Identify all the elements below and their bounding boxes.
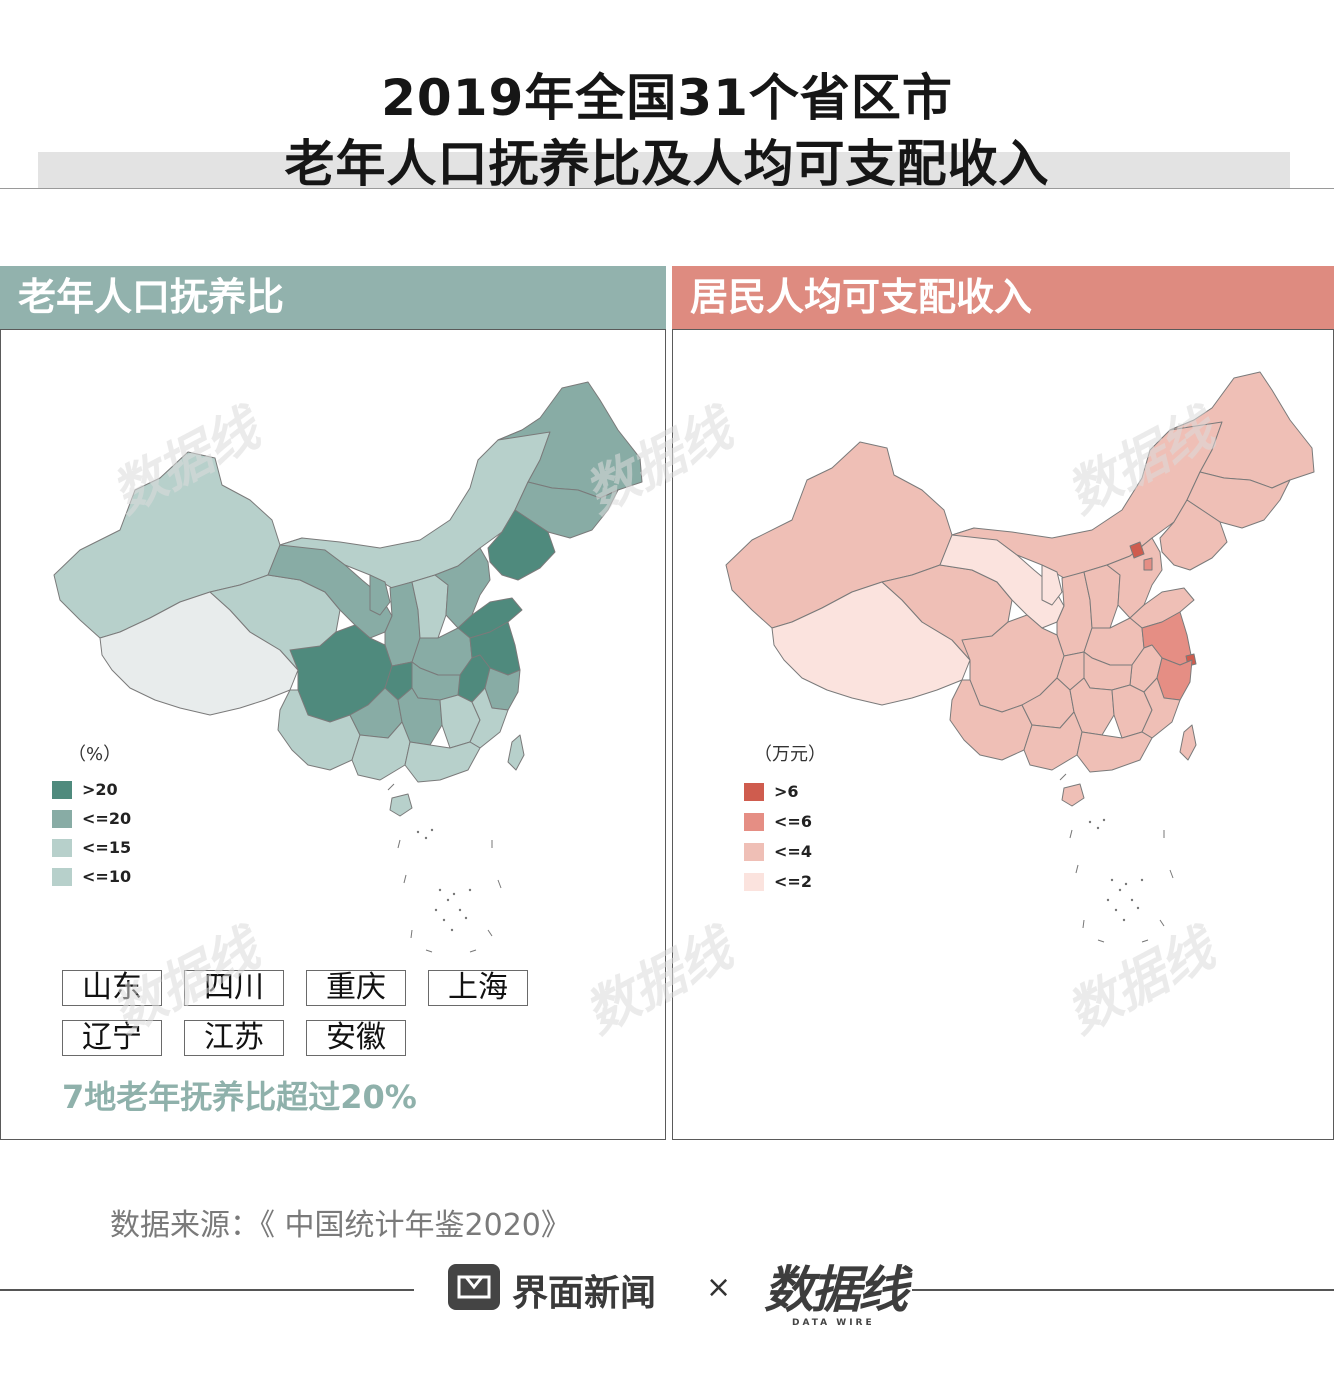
legend-item: <=20 (52, 809, 131, 828)
region-guangdong (404, 741, 481, 783)
title-band (38, 152, 1290, 188)
right-legend: >6 <=6 <=4 <=2 (744, 782, 812, 891)
left-panel-header: 老年人口抚养比 (0, 266, 666, 329)
nine-dash-line (1059, 773, 1174, 943)
region-ningxia (1041, 564, 1063, 606)
region-heilongjiang (1169, 371, 1315, 489)
legend-label: >6 (774, 782, 799, 801)
legend-swatch (52, 809, 72, 828)
legend-swatch (744, 782, 764, 801)
footer-rule-right (912, 1289, 1334, 1291)
region-hebei (1106, 537, 1163, 619)
region-fujian (1141, 677, 1181, 739)
datawire-logo-sub: DATA WIRE (792, 1318, 875, 1328)
region-liaoning (1159, 499, 1228, 571)
legend-swatch (52, 838, 72, 857)
legend-item: <=4 (744, 842, 812, 861)
province-tag: 安徽 (306, 1020, 406, 1056)
province-tag: 山东 (62, 970, 162, 1006)
title-divider (0, 188, 1334, 189)
province-tag: 辽宁 (62, 1020, 162, 1056)
legend-item: <=15 (52, 838, 131, 857)
region-beijing (1129, 541, 1145, 559)
region-liaoning (487, 509, 556, 581)
region-hebei (434, 547, 491, 629)
legend-item: >6 (744, 782, 812, 801)
legend-item: <=2 (744, 872, 812, 891)
legend-label: <=4 (774, 842, 812, 861)
right-panel-header: 居民人均可支配收入 (672, 266, 1334, 329)
region-heilongjiang (497, 381, 643, 499)
left-china-map (53, 381, 643, 953)
brand-name: 界面新闻 (512, 1273, 657, 1314)
legend-label: <=20 (82, 809, 132, 828)
legend-label: <=2 (774, 872, 812, 891)
south-sea-islands (1088, 818, 1144, 922)
legend-swatch (744, 842, 764, 861)
region-guangdong (1076, 731, 1153, 773)
region-ningxia (369, 574, 391, 616)
region-taiwan (507, 734, 525, 771)
jiemian-logo-icon (448, 1264, 500, 1310)
legend-swatch (52, 867, 72, 886)
region-hainan (389, 793, 413, 817)
legend-label: <=6 (774, 812, 812, 831)
legend-swatch (744, 872, 764, 891)
legend-item: <=10 (52, 867, 131, 886)
right-legend-unit: （万元） (754, 744, 826, 765)
data-source: 数据来源：《 中国统计年鉴2020》 (110, 1208, 571, 1243)
legend-label: <=15 (82, 838, 132, 857)
legend-label: >20 (82, 780, 118, 799)
legend-item: <=6 (744, 812, 812, 831)
right-china-map (725, 371, 1315, 943)
region-tianjin (1143, 557, 1153, 571)
legend-swatch (744, 812, 764, 831)
datawire-logo: 数据线 (764, 1261, 908, 1319)
title-line-1: 2019年全国31个省区市 (381, 69, 953, 127)
province-tag: 上海 (428, 970, 528, 1006)
legend-item: >20 (52, 780, 131, 799)
region-taiwan (1179, 724, 1197, 761)
province-tag: 重庆 (306, 970, 406, 1006)
province-tag: 江苏 (184, 1020, 284, 1056)
south-sea-islands (416, 828, 472, 932)
footer-rule-left (0, 1289, 414, 1291)
region-fujian (469, 687, 509, 749)
times-symbol: × (706, 1270, 732, 1305)
region-hainan (1061, 783, 1085, 807)
nine-dash-line (387, 783, 502, 953)
left-legend-unit: （%） (68, 744, 122, 765)
legend-label: <=10 (82, 867, 132, 886)
province-tag: 四川 (184, 970, 284, 1006)
left-legend: >20 <=20 <=15 <=10 (52, 780, 131, 886)
title-line-2: 老年人口抚养比及人均可支配收入 (284, 135, 1050, 193)
legend-swatch (52, 780, 72, 799)
left-panel-note: 7地老年抚养比超过20% (62, 1078, 417, 1116)
